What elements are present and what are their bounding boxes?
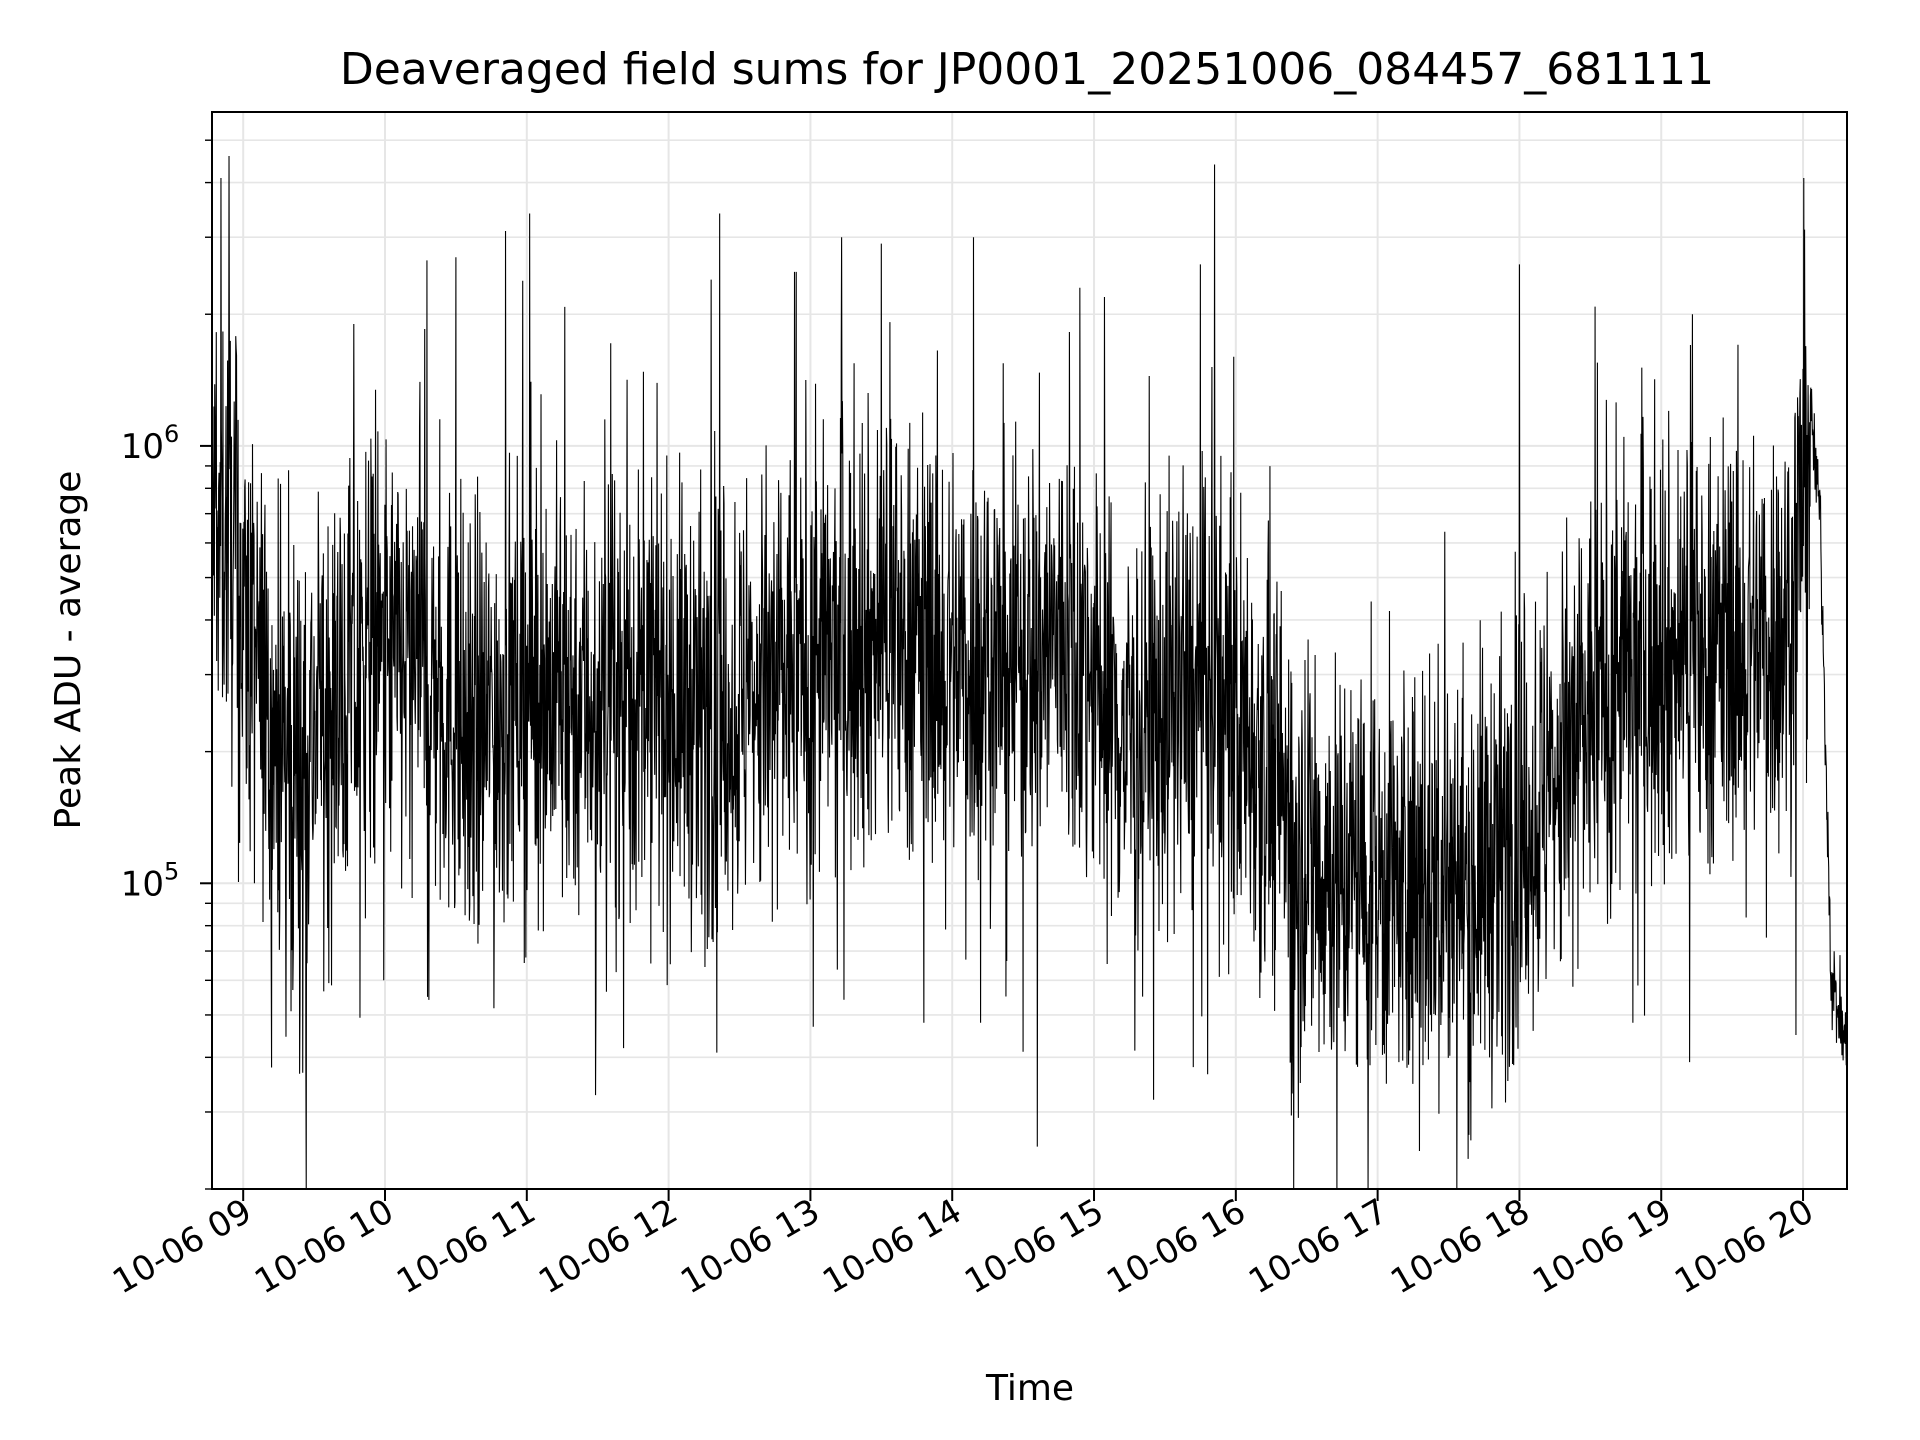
y-tick-exponent: 6 xyxy=(164,420,179,448)
chart-title: Deaveraged field sums for JP0001_2025100… xyxy=(340,44,1714,95)
y-axis-label: Peak ADU - average xyxy=(48,471,89,830)
x-axis-label: Time xyxy=(985,1368,1074,1409)
plot-area xyxy=(212,156,1847,1189)
series-line xyxy=(212,156,1847,1189)
y-tick-exponent: 5 xyxy=(164,857,179,885)
plot-frame xyxy=(211,111,1848,1190)
